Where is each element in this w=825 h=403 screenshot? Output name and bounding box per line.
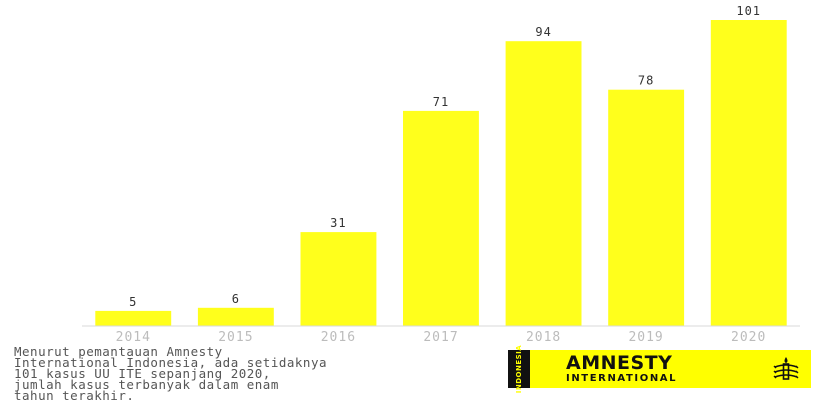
logo-indonesia-strip: INDONESIA (508, 345, 530, 393)
bar-2018 (505, 41, 582, 326)
x-tick-label-2017: 2017 (423, 330, 458, 345)
x-axis-ticks: 2014 2015 2016 2017 2018 2019 2020 (116, 330, 766, 345)
logo-main-text: AMNESTY (566, 352, 673, 374)
x-tick-label-2014: 2014 (116, 330, 151, 345)
bar-2016 (300, 232, 377, 326)
value-label-2016: 31 (330, 216, 346, 230)
x-tick-label-2018: 2018 (526, 330, 561, 345)
logo-strip-text: INDONESIA (515, 344, 523, 394)
bars-group: 5 6 31 71 94 78 101 (95, 4, 787, 327)
bar-2019 (608, 89, 685, 326)
value-label-2014: 5 (129, 295, 137, 309)
x-tick-label-2016: 2016 (321, 330, 356, 345)
value-label-2015: 6 (232, 292, 240, 306)
x-tick-label-2020: 2020 (731, 330, 766, 345)
logo-sub-text: INTERNATIONAL (566, 373, 678, 384)
x-tick-label-2019: 2019 (628, 330, 663, 345)
value-label-2020: 101 (736, 4, 761, 18)
value-label-2019: 78 (638, 74, 654, 88)
candle-in-barbed-wire-icon (773, 357, 799, 380)
logo-wordmark: AMNESTY INTERNATIONAL (566, 354, 677, 384)
bar-2015 (197, 307, 274, 326)
chart-caption: Menurut pemantauan Amnesty International… (14, 344, 327, 403)
bar-2017 (403, 110, 479, 327)
bar-2020 (710, 20, 787, 326)
bar-2014 (95, 310, 172, 326)
value-label-2018: 94 (535, 25, 551, 39)
amnesty-international-logo: INDONESIA AMNESTY INTERNATIONAL (508, 345, 811, 393)
x-tick-label-2015: 2015 (218, 330, 253, 345)
value-label-2017: 71 (433, 95, 449, 109)
